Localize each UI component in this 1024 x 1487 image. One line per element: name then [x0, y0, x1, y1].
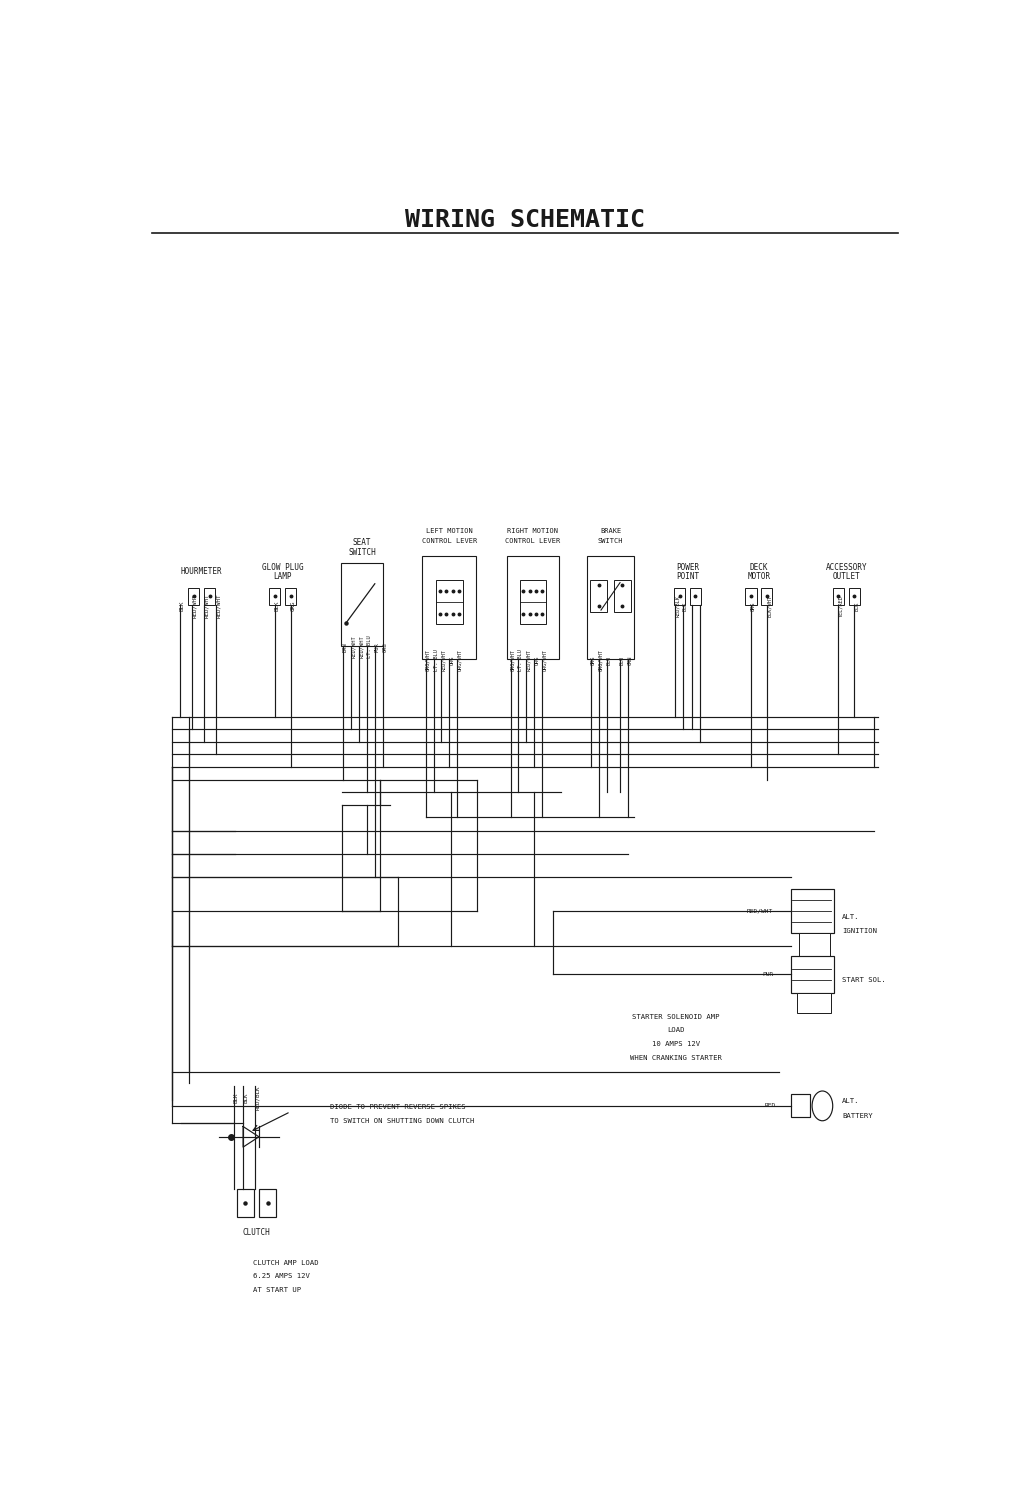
Text: ORG: ORG [383, 642, 388, 651]
Bar [690, 587, 701, 605]
Text: BLK/WHT: BLK/WHT [767, 595, 772, 617]
Bar [259, 1190, 276, 1216]
Text: RED/BLK: RED/BLK [255, 1086, 260, 1111]
Bar [797, 992, 831, 1013]
Text: ACCESSORY: ACCESSORY [825, 564, 867, 572]
Text: ORG/WHT: ORG/WHT [426, 650, 431, 672]
Text: BLK: BLK [243, 1093, 248, 1103]
Text: ORG: ORG [591, 656, 596, 665]
Bar [519, 580, 546, 625]
Text: DECK: DECK [750, 564, 768, 572]
Text: ALT.: ALT. [842, 1099, 860, 1105]
Text: BATTERY: BATTERY [842, 1114, 872, 1120]
Text: WHEN CRANKING STARTER: WHEN CRANKING STARTER [630, 1054, 722, 1060]
Circle shape [812, 1091, 833, 1121]
Bar [799, 932, 830, 958]
Bar [590, 580, 607, 613]
Bar [436, 580, 463, 625]
Text: AT START UP: AT START UP [253, 1288, 301, 1294]
Bar [849, 587, 860, 605]
Text: SEAT: SEAT [353, 538, 372, 547]
Bar [285, 587, 296, 605]
Text: ORG: ORG [535, 656, 540, 665]
Text: BLK: BLK [683, 601, 688, 611]
Text: STARTER SOLENOID AMP: STARTER SOLENOID AMP [632, 1014, 719, 1020]
Text: RED/WHT: RED/WHT [216, 593, 221, 619]
Text: GLOW PLUG: GLOW PLUG [262, 564, 303, 572]
Text: BLK: BLK [179, 601, 184, 611]
Text: CLUTCH AMP LOAD: CLUTCH AMP LOAD [253, 1259, 319, 1265]
Text: POINT: POINT [676, 572, 699, 581]
Text: ORG: ORG [450, 656, 455, 665]
Bar [791, 956, 835, 992]
Text: ORG/WHT: ORG/WHT [599, 650, 603, 672]
Bar [269, 587, 281, 605]
Text: LOAD: LOAD [667, 1028, 684, 1033]
Text: BRAKE: BRAKE [600, 528, 622, 534]
Text: START SOL.: START SOL. [842, 977, 886, 983]
Text: LAMP: LAMP [273, 572, 292, 581]
Text: BLK: BLK [233, 1093, 239, 1103]
Text: RED/WHT: RED/WHT [746, 909, 773, 913]
Bar [833, 587, 844, 605]
Text: LT. BLU: LT. BLU [518, 650, 523, 672]
Text: CLUTCH: CLUTCH [243, 1228, 270, 1237]
Text: RED/WHT: RED/WHT [193, 593, 198, 619]
Text: RED/WHT: RED/WHT [526, 650, 531, 672]
Text: PUR: PUR [762, 971, 773, 977]
Text: CONTROL LEVER: CONTROL LEVER [505, 538, 560, 544]
Text: ALT.: ALT. [842, 915, 860, 920]
Text: IGNITION: IGNITION [842, 928, 878, 934]
Text: BRN: BRN [343, 642, 348, 651]
Text: RED/WHT: RED/WHT [441, 650, 446, 672]
Text: HOURMETER: HOURMETER [181, 567, 222, 575]
Text: MOTOR: MOTOR [748, 572, 770, 581]
Text: BLU: BLU [620, 656, 625, 665]
Text: RED/BLK: RED/BLK [675, 595, 680, 617]
Bar [791, 889, 835, 932]
Bar [613, 580, 631, 613]
Text: YEL/RED: YEL/RED [839, 595, 844, 617]
Bar [587, 556, 634, 659]
Text: TO SWITCH ON SHUTTING DOWN CLUTCH: TO SWITCH ON SHUTTING DOWN CLUTCH [331, 1118, 475, 1124]
Bar [341, 564, 383, 645]
Text: ORG: ORG [291, 601, 296, 611]
Text: RIGHT MOTION: RIGHT MOTION [507, 528, 558, 534]
Text: RED/WHT: RED/WHT [351, 635, 356, 659]
Text: SWITCH: SWITCH [598, 538, 624, 544]
Text: SWITCH: SWITCH [348, 549, 376, 558]
Bar [204, 587, 215, 605]
Bar [745, 587, 757, 605]
Text: DIODE TO PREVENT REVERSE SPIKES: DIODE TO PREVENT REVERSE SPIKES [331, 1103, 466, 1109]
Bar [237, 1190, 254, 1216]
Text: PUR: PUR [375, 642, 380, 651]
Text: ORG/WHT: ORG/WHT [543, 650, 547, 672]
Bar [507, 556, 558, 659]
Text: ORG: ORG [751, 601, 756, 611]
Text: 6.25 AMPS 12V: 6.25 AMPS 12V [253, 1273, 310, 1279]
Text: BLU: BLU [606, 656, 611, 665]
Text: RED: RED [765, 1103, 776, 1108]
Text: OUTLET: OUTLET [833, 572, 860, 581]
Text: BLK: BLK [854, 601, 859, 611]
Text: CONTROL LEVER: CONTROL LEVER [422, 538, 477, 544]
Text: LEFT MOTION: LEFT MOTION [426, 528, 473, 534]
Text: BLK: BLK [274, 601, 280, 611]
Text: ORG/WHT: ORG/WHT [511, 650, 515, 672]
Bar [761, 587, 772, 605]
Bar [423, 556, 476, 659]
Text: LT. BLU: LT. BLU [367, 635, 372, 659]
Bar [791, 1094, 811, 1117]
Bar [188, 587, 200, 605]
Text: 10 AMPS 12V: 10 AMPS 12V [651, 1041, 699, 1047]
Text: RED/WHT: RED/WHT [359, 635, 364, 659]
Text: POWER: POWER [676, 564, 699, 572]
Text: WIRING SCHEMATIC: WIRING SCHEMATIC [404, 208, 645, 232]
Text: ORG/WHT: ORG/WHT [458, 650, 463, 672]
Text: RED/WHT: RED/WHT [204, 593, 209, 619]
Bar [674, 587, 685, 605]
Text: GRN: GRN [628, 656, 633, 665]
Text: LT. BLU: LT. BLU [433, 650, 438, 672]
